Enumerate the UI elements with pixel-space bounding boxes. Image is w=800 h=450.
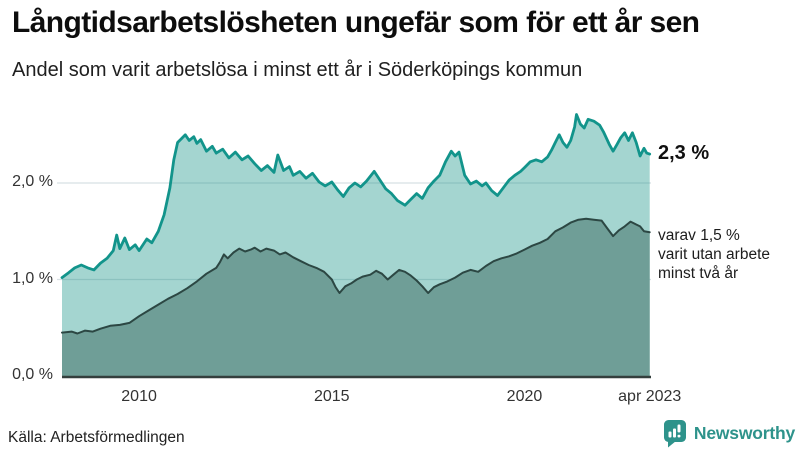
y-tick-label: 0,0 % [12,366,53,383]
brand-name: Newsworthy [693,423,795,443]
y-tick-label: 2,0 % [12,173,53,190]
newsworthy-brand-link[interactable]: Newsworthy [662,419,795,448]
source-attribution: Källa: Arbetsförmedlingen [8,429,185,446]
chart-subtitle: Andel som varit arbetslösa i minst ett å… [12,59,583,81]
series-line-1 [61,217,651,335]
y-tick-label: 1,0 % [12,269,53,287]
latest-value-annotation: 2,3 % [658,142,710,164]
x-tick-label: 2015 [313,388,350,405]
series-line-0 [60,113,652,279]
two-year-annotation: varav 1,5 % varit utan arbete minst två … [658,227,771,282]
newsworthy-logo-icon [663,420,686,448]
x-tick-label: 2010 [121,388,157,405]
x-tick-label: 2020 [506,388,543,405]
x-tick-label: apr 2023 [618,388,682,405]
page-title: Långtidsarbetslösheten ungefär som för e… [12,6,700,39]
